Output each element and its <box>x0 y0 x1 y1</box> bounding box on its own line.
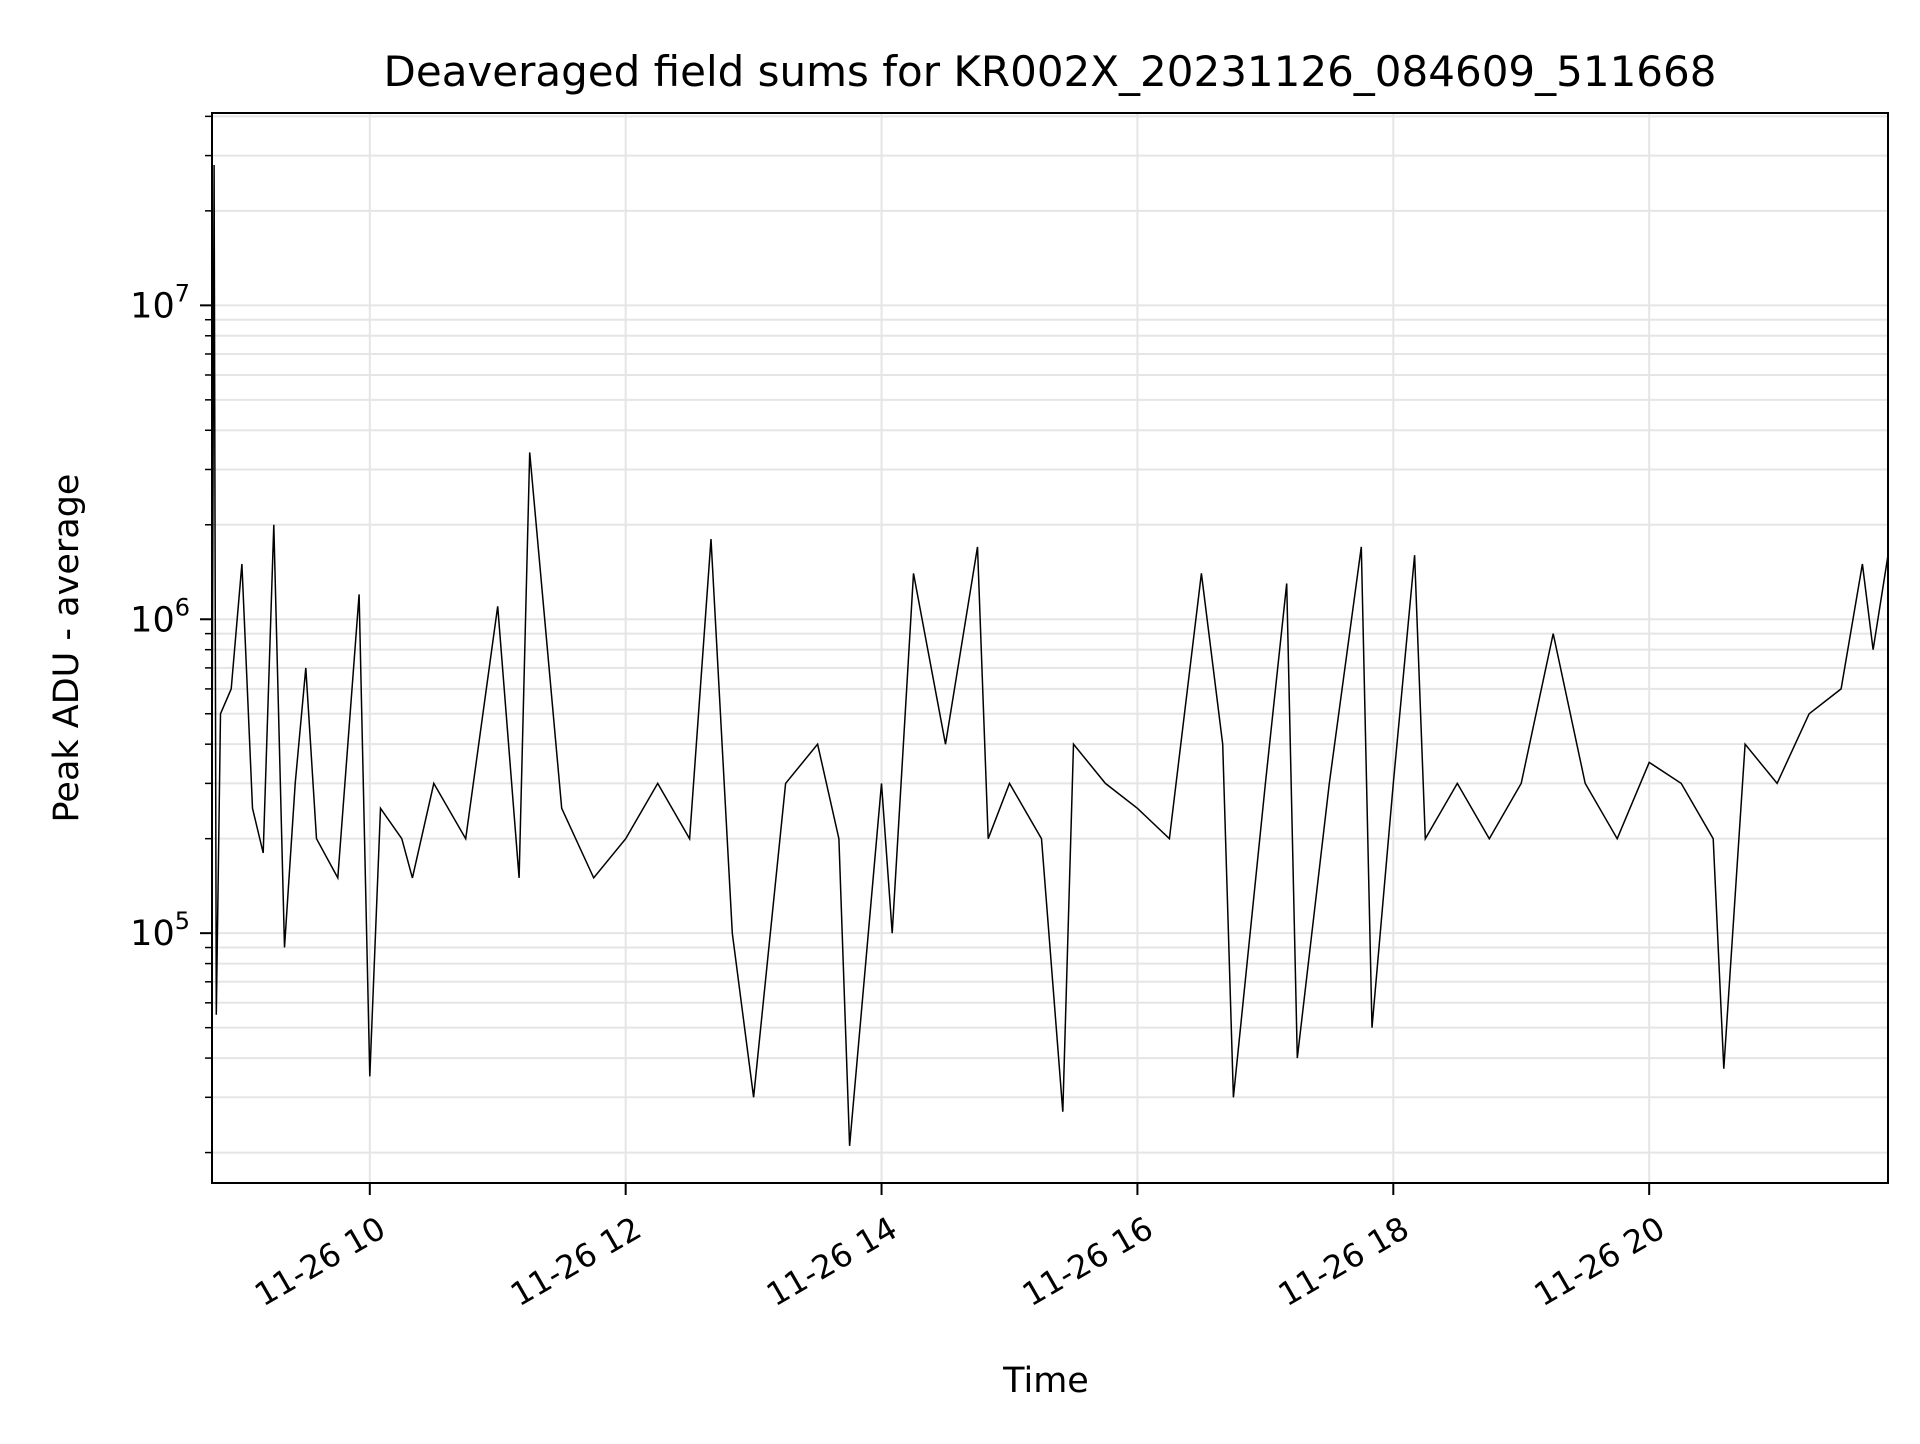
y-tick-label-base: 10 <box>130 600 175 640</box>
data-layer <box>211 164 1889 1146</box>
y-tick-label: 107 <box>130 279 190 326</box>
y-tick-label-exponent: 7 <box>175 279 190 307</box>
x-axis-label: Time <box>1002 1361 1089 1401</box>
y-tick-label: 105 <box>130 907 190 954</box>
grid-layer <box>212 113 1888 1183</box>
y-tick-label-base: 10 <box>130 914 175 954</box>
chart-title: Deaveraged field sums for KR002X_2023112… <box>384 47 1717 96</box>
y-tick-label-base: 10 <box>130 286 175 326</box>
y-tick-label-exponent: 5 <box>175 907 190 935</box>
y-axis-label: Peak ADU - average <box>47 474 87 823</box>
y-tick-label-exponent: 6 <box>175 593 190 621</box>
plot-frame <box>211 112 1889 1184</box>
y-tick-label: 106 <box>130 593 190 640</box>
series-line <box>211 164 1889 1146</box>
